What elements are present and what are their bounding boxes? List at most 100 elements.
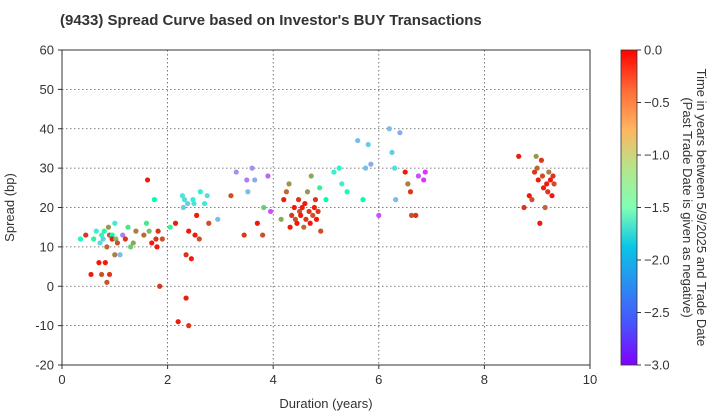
data-point bbox=[113, 236, 119, 242]
data-point bbox=[292, 216, 298, 222]
y-tick-label: 50 bbox=[40, 82, 54, 97]
data-point bbox=[413, 212, 419, 218]
data-point bbox=[181, 197, 188, 203]
scatter-points bbox=[77, 126, 557, 329]
data-point bbox=[315, 208, 321, 215]
data-point bbox=[194, 212, 200, 218]
y-tick-label: 60 bbox=[40, 43, 54, 58]
y-tick-label: -20 bbox=[35, 358, 54, 373]
data-point bbox=[109, 236, 115, 242]
data-point bbox=[141, 232, 147, 238]
grid bbox=[62, 50, 590, 365]
data-point bbox=[167, 224, 173, 230]
data-point bbox=[104, 244, 110, 250]
data-point bbox=[201, 200, 208, 207]
data-point bbox=[306, 208, 312, 215]
x-axis-ticks: 0 2 4 6 8 10 bbox=[58, 365, 597, 387]
data-point bbox=[154, 244, 160, 250]
data-point bbox=[175, 319, 181, 325]
data-point bbox=[297, 208, 303, 215]
data-point bbox=[308, 173, 314, 179]
data-point bbox=[180, 204, 187, 211]
colorbar-label-line1: Time in years between 5/9/2025 and Trade… bbox=[694, 69, 709, 347]
data-point bbox=[191, 200, 197, 207]
data-point bbox=[299, 204, 305, 211]
data-point bbox=[96, 260, 102, 266]
data-point bbox=[307, 220, 313, 226]
data-point bbox=[389, 149, 395, 155]
data-point bbox=[302, 200, 308, 207]
y-axis-label: Spread (bp) bbox=[2, 173, 17, 242]
data-point bbox=[303, 216, 309, 222]
data-point bbox=[376, 212, 382, 218]
data-point bbox=[526, 193, 532, 199]
data-point bbox=[186, 228, 192, 234]
data-point bbox=[77, 236, 84, 242]
data-point bbox=[386, 126, 392, 132]
data-point bbox=[545, 189, 551, 195]
data-point bbox=[254, 220, 260, 226]
y-tick-label: 10 bbox=[40, 239, 54, 254]
data-point bbox=[112, 220, 118, 226]
data-point bbox=[128, 244, 134, 250]
data-point bbox=[402, 169, 408, 175]
data-point bbox=[534, 165, 540, 171]
y-axis-ticks: -20 -10 0 10 20 30 40 50 60 bbox=[35, 43, 62, 373]
data-point bbox=[244, 177, 250, 183]
data-point bbox=[149, 240, 155, 246]
data-point bbox=[157, 283, 163, 289]
y-tick-label: 0 bbox=[47, 279, 54, 294]
data-point bbox=[197, 189, 203, 195]
data-point bbox=[283, 189, 289, 195]
data-point bbox=[323, 197, 329, 203]
data-point bbox=[97, 240, 103, 246]
data-point bbox=[405, 181, 411, 187]
data-point bbox=[304, 189, 311, 195]
colorbar-label-line2: (Past Trade Date is given as negative) bbox=[680, 97, 695, 317]
data-point bbox=[114, 240, 121, 246]
data-point bbox=[392, 165, 398, 171]
data-point bbox=[109, 232, 115, 238]
data-point bbox=[291, 204, 297, 211]
chart-title: (9433) Spread Curve based on Investor's … bbox=[60, 12, 482, 29]
data-point bbox=[311, 204, 317, 211]
data-point bbox=[228, 193, 234, 199]
data-point bbox=[287, 224, 293, 230]
x-tick-label: 8 bbox=[481, 372, 488, 387]
data-point bbox=[295, 197, 302, 203]
data-point bbox=[99, 232, 105, 238]
data-point bbox=[397, 130, 403, 136]
x-tick-label: 10 bbox=[583, 372, 597, 387]
x-tick-label: 2 bbox=[164, 372, 171, 387]
colorbar-tick-label: −2.0 bbox=[644, 253, 670, 268]
colorbar-ticks: 0.0 −0.5 −1.0 −1.5 −2.0 −2.5 −3.0 bbox=[637, 43, 670, 373]
data-point bbox=[188, 256, 194, 262]
data-point bbox=[286, 181, 292, 187]
data-point bbox=[331, 169, 337, 175]
data-point bbox=[529, 197, 535, 203]
data-point bbox=[186, 323, 192, 329]
data-point bbox=[421, 177, 427, 183]
data-point bbox=[310, 212, 316, 218]
data-point bbox=[192, 232, 198, 238]
data-point bbox=[363, 165, 369, 171]
data-point bbox=[533, 153, 539, 159]
data-point bbox=[153, 236, 159, 242]
data-point bbox=[122, 236, 128, 242]
data-point bbox=[294, 220, 300, 226]
data-point bbox=[106, 271, 113, 278]
data-point bbox=[146, 228, 152, 234]
data-point bbox=[365, 141, 371, 148]
data-point bbox=[233, 169, 239, 175]
data-point bbox=[551, 181, 557, 187]
data-point bbox=[267, 208, 274, 215]
data-point bbox=[312, 197, 319, 203]
data-point bbox=[289, 212, 295, 218]
data-point bbox=[537, 220, 543, 226]
x-tick-label: 6 bbox=[375, 372, 382, 387]
data-point bbox=[105, 224, 112, 230]
data-point bbox=[550, 173, 556, 179]
colorbar-tick-label: −1.5 bbox=[644, 200, 670, 215]
data-point bbox=[281, 197, 287, 203]
data-point bbox=[99, 271, 105, 278]
